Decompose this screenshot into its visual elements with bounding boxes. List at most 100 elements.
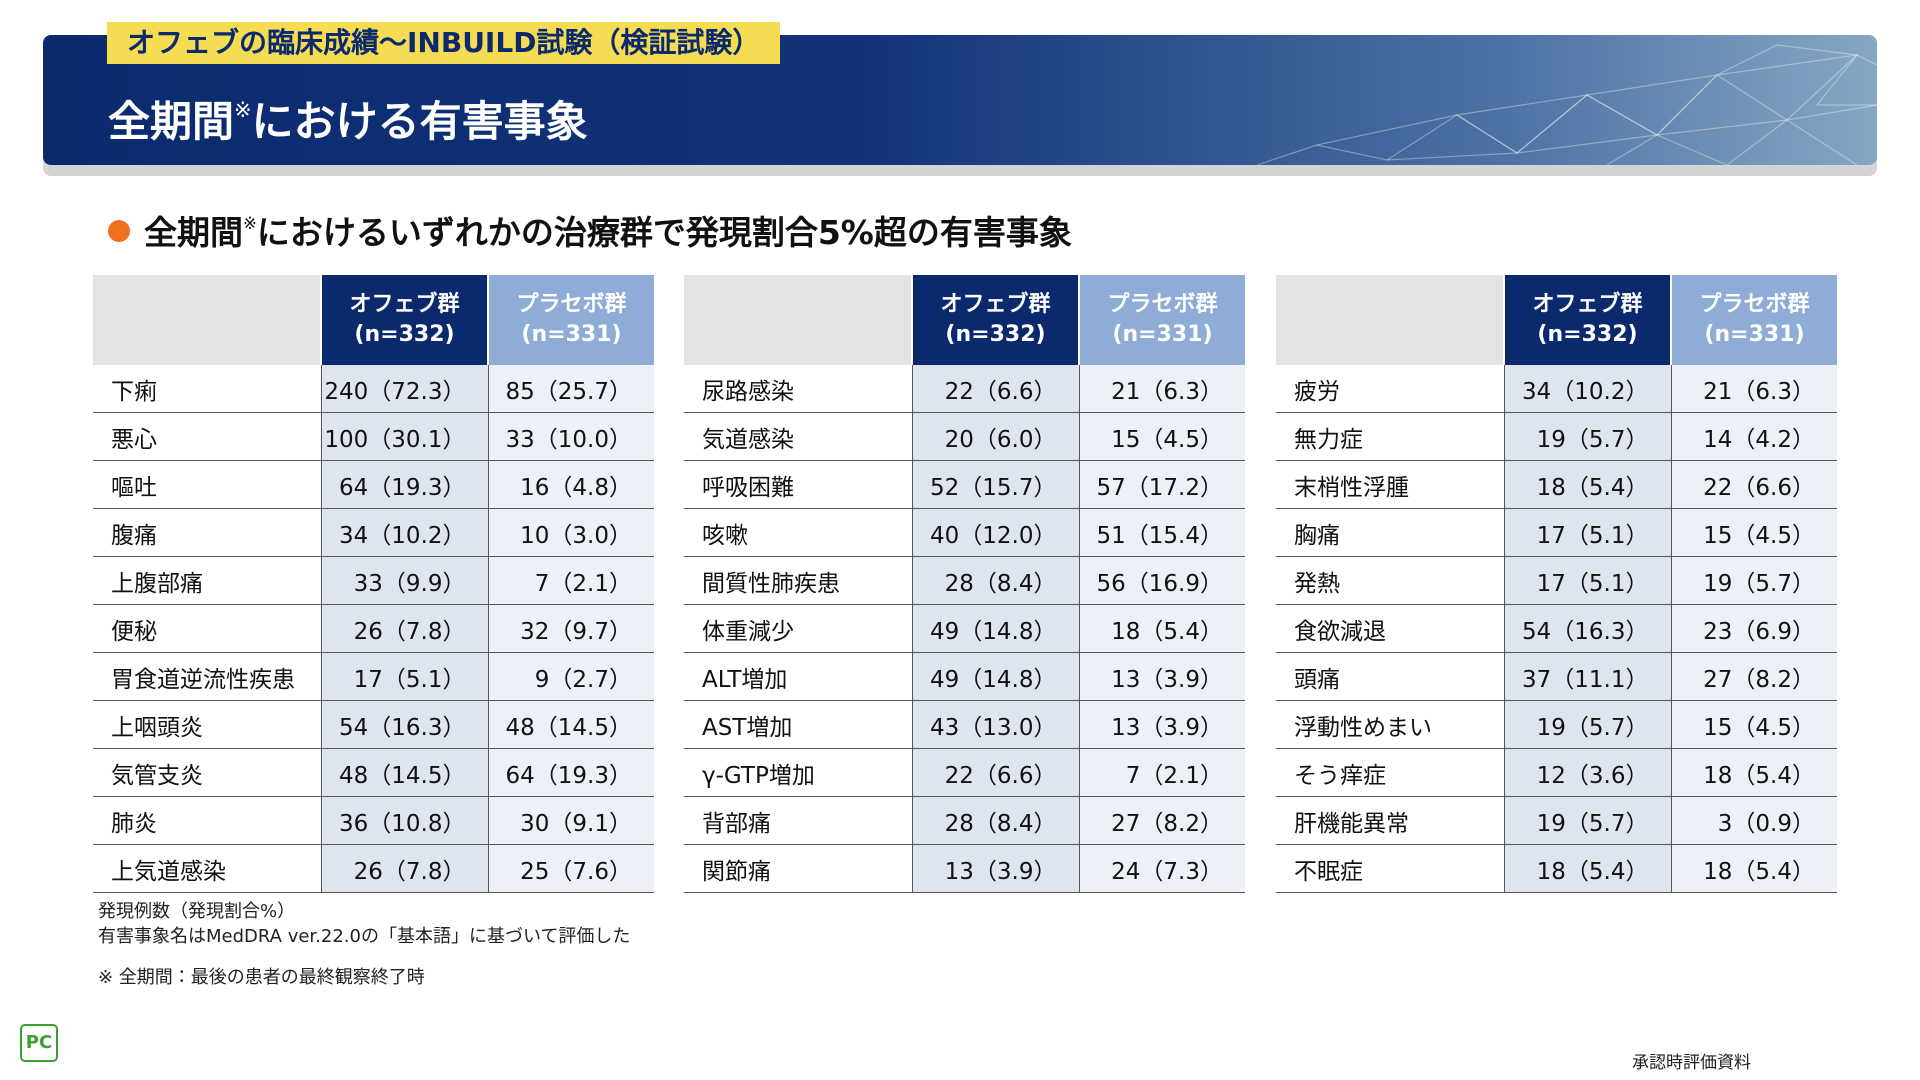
event-count: 49（14.8） bbox=[911, 604, 1079, 653]
table-row: 呼吸困難 52（15.7） 57（17.2） bbox=[684, 460, 1245, 509]
table-row: 食欲減退 54（16.3） 23（6.9） bbox=[1276, 604, 1837, 653]
event-name: 咳嗽 bbox=[684, 508, 912, 557]
footnote: ※ 全期間：最後の患者の最終観察終了時 bbox=[98, 967, 425, 988]
event-count: 22（6.6） bbox=[1670, 460, 1837, 509]
event-name: 発熱 bbox=[1276, 556, 1504, 605]
event-count: 23（6.9） bbox=[1670, 604, 1837, 653]
event-name: 嘔吐 bbox=[93, 460, 321, 509]
event-count: 33（10.0） bbox=[487, 412, 654, 461]
column-name: オフェブ群 bbox=[349, 292, 460, 317]
event-name: 疲労 bbox=[1276, 365, 1504, 413]
event-count: 27（8.2） bbox=[1670, 652, 1837, 701]
column-name: プラセボ群 bbox=[516, 292, 627, 317]
table-row: 不眠症 18（5.4） 18（5.4） bbox=[1276, 844, 1837, 893]
event-name: 胸痛 bbox=[1276, 508, 1504, 557]
event-name: ALT増加 bbox=[684, 652, 912, 701]
table-row: 下痢 240（72.3） 85（25.7） bbox=[93, 365, 654, 413]
event-name: 関節痛 bbox=[684, 844, 912, 893]
column-n: (n=332) bbox=[945, 322, 1046, 347]
event-count: 12（3.6） bbox=[1503, 748, 1671, 797]
header-cell bbox=[93, 275, 321, 365]
footnote: 発現例数（発現割合%） bbox=[98, 901, 296, 922]
event-count: 14（4.2） bbox=[1670, 412, 1837, 461]
table-row: 関節痛 13（3.9） 24（7.3） bbox=[684, 844, 1245, 893]
event-count: 51（15.4） bbox=[1078, 508, 1245, 557]
event-count: 22（6.6） bbox=[911, 748, 1079, 797]
event-count: 34（10.2） bbox=[1503, 365, 1671, 413]
table-row: 気道感染 20（6.0） 15（4.5） bbox=[684, 412, 1245, 461]
table-row: 頭痛 37（11.1） 27（8.2） bbox=[1276, 652, 1837, 701]
column-n: (n=332) bbox=[1537, 322, 1638, 347]
column-header: プラセボ群 (n=331) bbox=[487, 275, 654, 365]
table-row: 末梢性浮腫 18（5.4） 22（6.6） bbox=[1276, 460, 1837, 509]
column-header: オフェブ群 (n=332) bbox=[911, 275, 1079, 365]
ae-table: オフェブ群 (n=332) プラセボ群 (n=331) 下痢 240（72.3） 85（25… bbox=[93, 275, 654, 893]
table-row: 悪心 100（30.1） 33（10.0） bbox=[93, 412, 654, 461]
table-row: 咳嗽 40（12.0） 51（15.4） bbox=[684, 508, 1245, 557]
footnote: 有害事象名はMedDRA ver.22.0の「基本語」に基づいて評価した bbox=[98, 926, 631, 947]
table-row: 発熱 17（5.1） 19（5.7） bbox=[1276, 556, 1837, 605]
event-name: γ-GTP増加 bbox=[684, 748, 912, 797]
table-row: 腹痛 34（10.2） 10（3.0） bbox=[93, 508, 654, 557]
event-count: 15（4.5） bbox=[1078, 412, 1245, 461]
event-count: 26（7.8） bbox=[320, 844, 488, 893]
table-row: 気管支炎 48（14.5） 64（19.3） bbox=[93, 748, 654, 797]
event-count: 48（14.5） bbox=[487, 700, 654, 749]
event-count: 54（16.3） bbox=[1503, 604, 1671, 653]
column-header: プラセボ群 (n=331) bbox=[1670, 275, 1837, 365]
event-count: 37（11.1） bbox=[1503, 652, 1671, 701]
table-row: 背部痛 28（8.4） 27（8.2） bbox=[684, 796, 1245, 845]
subtitle-text: 全期間 bbox=[144, 212, 243, 252]
table-row: 便秘 26（7.8） 32（9.7） bbox=[93, 604, 654, 653]
event-count: 13（3.9） bbox=[911, 844, 1079, 893]
event-count: 64（19.3） bbox=[320, 460, 488, 509]
title-mark: ※ bbox=[234, 98, 252, 122]
event-name: 肝機能異常 bbox=[1276, 796, 1504, 845]
header-cell bbox=[684, 275, 912, 365]
event-count: 64（19.3） bbox=[487, 748, 654, 797]
event-count: 48（14.5） bbox=[320, 748, 488, 797]
event-count: 18（5.4） bbox=[1670, 748, 1837, 797]
header-row: オフェブ群 (n=332) プラセボ群 (n=331) bbox=[684, 275, 1245, 365]
event-name: 肺炎 bbox=[93, 796, 321, 845]
table-row: 上咽頭炎 54（16.3） 48（14.5） bbox=[93, 700, 654, 749]
column-n: (n=331) bbox=[521, 322, 622, 347]
table-row: 胃食道逆流性疾患 17（5.1） 9（2.7） bbox=[93, 652, 654, 701]
table-row: そう痒症 12（3.6） 18（5.4） bbox=[1276, 748, 1837, 797]
event-name: 気道感染 bbox=[684, 412, 912, 461]
event-name: 背部痛 bbox=[684, 796, 912, 845]
event-count: 15（4.5） bbox=[1670, 508, 1837, 557]
table-row: 肝機能異常 19（5.7） 3（0.9） bbox=[1276, 796, 1837, 845]
column-header: オフェブ群 (n=332) bbox=[1503, 275, 1671, 365]
table-row: 上腹部痛 33（9.9） 7（2.1） bbox=[93, 556, 654, 605]
event-count: 85（25.7） bbox=[487, 365, 654, 413]
event-count: 21（6.3） bbox=[1078, 365, 1245, 413]
column-name: オフェブ群 bbox=[1532, 292, 1643, 317]
table-row: 尿路感染 22（6.6） 21（6.3） bbox=[684, 365, 1245, 413]
event-count: 18（5.4） bbox=[1670, 844, 1837, 893]
event-name: 上咽頭炎 bbox=[93, 700, 321, 749]
header-row: オフェブ群 (n=332) プラセボ群 (n=331) bbox=[1276, 275, 1837, 365]
event-name: 体重減少 bbox=[684, 604, 912, 653]
event-count: 22（6.6） bbox=[911, 365, 1079, 413]
event-count: 28（8.4） bbox=[911, 556, 1079, 605]
event-count: 57（17.2） bbox=[1078, 460, 1245, 509]
table-row: 胸痛 17（5.1） 15（4.5） bbox=[1276, 508, 1837, 557]
event-count: 19（5.7） bbox=[1503, 796, 1671, 845]
event-count: 19（5.7） bbox=[1503, 412, 1671, 461]
ae-table: オフェブ群 (n=332) プラセボ群 (n=331) 尿路感染 22（6.6） 21（6.… bbox=[684, 275, 1245, 893]
table-row: AST増加 43（13.0） 13（3.9） bbox=[684, 700, 1245, 749]
event-count: 33（9.9） bbox=[320, 556, 488, 605]
event-count: 7（2.1） bbox=[1078, 748, 1245, 797]
event-count: 34（10.2） bbox=[320, 508, 488, 557]
ae-table: オフェブ群 (n=332) プラセボ群 (n=331) 疲労 34（10.2） 21（6.3… bbox=[1276, 275, 1837, 893]
event-count: 20（6.0） bbox=[911, 412, 1079, 461]
column-name: プラセボ群 bbox=[1699, 292, 1810, 317]
table-row: 体重減少 49（14.8） 18（5.4） bbox=[684, 604, 1245, 653]
title-text: 全期間 bbox=[108, 96, 235, 146]
column-n: (n=331) bbox=[1112, 322, 1213, 347]
event-count: 10（3.0） bbox=[487, 508, 654, 557]
event-count: 3（0.9） bbox=[1670, 796, 1837, 845]
event-count: 17（5.1） bbox=[1503, 556, 1671, 605]
event-count: 100（30.1） bbox=[320, 412, 488, 461]
